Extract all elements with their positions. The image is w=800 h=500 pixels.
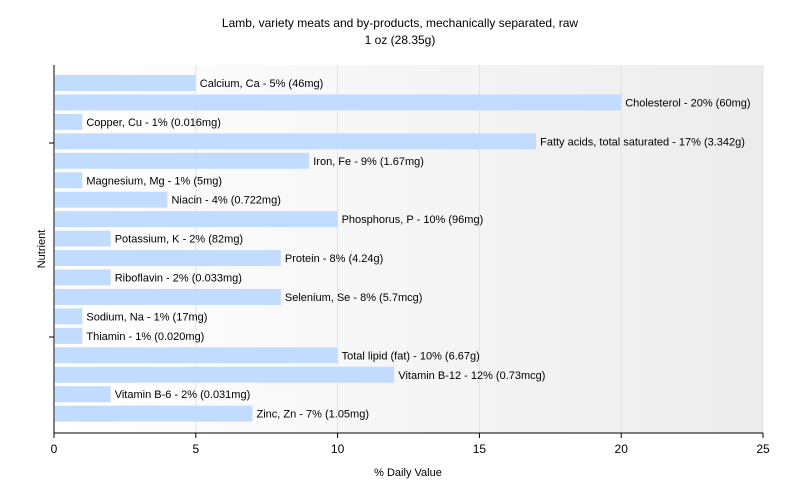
bar-selenium-se — [55, 288, 281, 305]
x-tick-label: 5 — [192, 442, 199, 456]
bar-label: Protein - 8% (4.24g) — [285, 253, 383, 265]
bars — [55, 75, 622, 422]
bar-label: Niacin - 4% (0.722mg) — [171, 195, 280, 207]
bar-copper-cu — [55, 113, 83, 130]
bar-niacin — [55, 191, 168, 208]
x-tick-label: 20 — [615, 442, 629, 456]
bar-vitamin-b-12 — [55, 366, 395, 383]
bar-zinc-zn — [55, 405, 253, 422]
x-tick-label: 25 — [756, 442, 770, 456]
bar-protein — [55, 250, 281, 267]
x-tick-label: 0 — [51, 442, 58, 456]
bar-label: Potassium, K - 2% (82mg) — [115, 234, 243, 246]
x-axis-label: % Daily Value — [374, 467, 442, 479]
bar-potassium-k — [55, 230, 111, 247]
bar-phosphorus-p — [55, 211, 338, 228]
bar-total-lipid-fat — [55, 347, 338, 364]
bar-label: Selenium, Se - 8% (5.7mcg) — [285, 292, 423, 304]
bar-label: Vitamin B-6 - 2% (0.031mg) — [115, 389, 251, 401]
bar-label: Zinc, Zn - 7% (1.05mg) — [257, 409, 369, 421]
x-tick-label: 15 — [473, 442, 487, 456]
chart-title: Lamb, variety meats and by-products, mec… — [222, 16, 579, 30]
bar-label: Copper, Cu - 1% (0.016mg) — [86, 117, 221, 129]
x-tick-label: 10 — [331, 442, 345, 456]
bar-riboflavin — [55, 269, 111, 286]
bar-vitamin-b-6 — [55, 386, 111, 403]
y-axis-label: Nutrient — [36, 230, 48, 269]
bar-label: Magnesium, Mg - 1% (5mg) — [86, 175, 222, 187]
bar-label: Riboflavin - 2% (0.033mg) — [115, 273, 242, 285]
axes — [49, 65, 764, 438]
bar-label: Cholesterol - 20% (60mg) — [625, 97, 750, 109]
bar-cholesterol — [55, 94, 622, 111]
x-tick-labels: 0 5 10 15 20 25 — [51, 442, 770, 456]
bar-fatty-acids-total-saturated — [55, 133, 537, 150]
bar-label: Sodium, Na - 1% (17mg) — [86, 311, 207, 323]
bar-calcium-ca — [55, 75, 196, 91]
bar-iron-fe — [55, 152, 310, 169]
bar-label: Calcium, Ca - 5% (46mg) — [200, 78, 323, 90]
bar-sodium-na — [55, 308, 83, 325]
bar-label: Phosphorus, P - 10% (96mg) — [342, 214, 484, 226]
bar-thiamin — [55, 327, 83, 344]
bar-label: Thiamin - 1% (0.020mg) — [86, 331, 204, 343]
bar-magnesium-mg — [55, 172, 83, 189]
bar-label: Fatty acids, total saturated - 17% (3.34… — [540, 136, 745, 148]
bar-label: Iron, Fe - 9% (1.67mg) — [313, 156, 424, 168]
bar-label: Total lipid (fat) - 10% (6.67g) — [342, 350, 480, 362]
bar-labels: Calcium, Ca - 5% (46mg) Cholesterol - 20%… — [86, 78, 750, 421]
bar-label: Vitamin B-12 - 12% (0.73mcg) — [398, 370, 545, 382]
chart-subtitle: 1 oz (28.35g) — [365, 33, 436, 47]
